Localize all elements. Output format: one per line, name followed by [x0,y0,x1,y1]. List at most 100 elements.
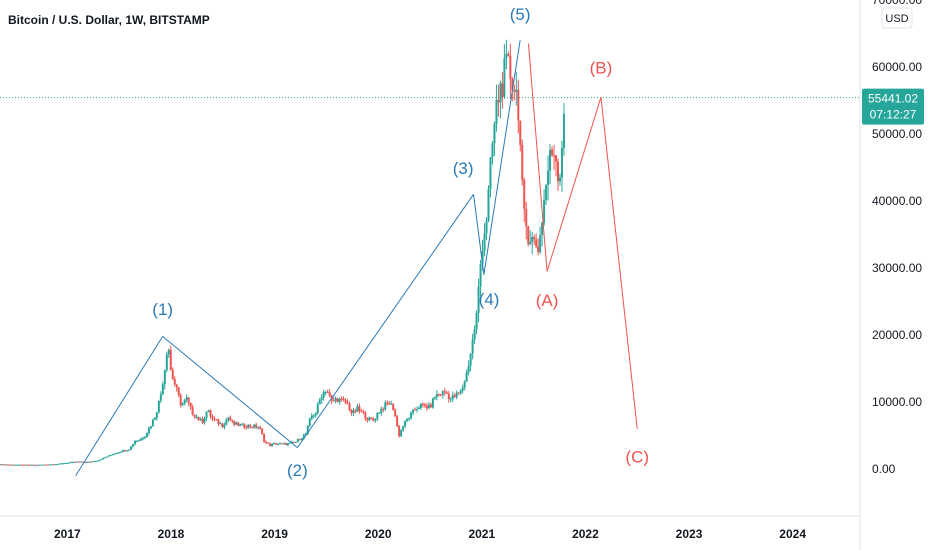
wave-label[interactable]: (4) [479,290,500,309]
candle-body [271,443,274,447]
candle-body [362,411,365,413]
candle-body [300,438,303,441]
candle-body [243,423,246,428]
wave-label[interactable]: (1) [152,300,173,319]
candle-body [253,424,256,428]
candle-body [318,399,321,405]
candle-body [139,438,142,441]
candle-body [16,464,19,466]
candle-body [364,412,367,419]
candle-body [245,427,248,429]
candle-body [562,114,565,148]
candle-body [116,452,119,454]
candle-body [183,399,186,404]
candle-body [259,427,262,429]
candle-body [18,464,21,466]
candle-body [169,349,172,371]
candle-body [261,428,264,435]
wave-label[interactable]: (3) [453,159,474,178]
candle-body [58,463,61,465]
candle-body [130,446,133,450]
candle-body [203,417,206,423]
candle-body [437,393,440,395]
impulse-wave-segment[interactable] [75,336,164,477]
corrective-wave-segment[interactable] [527,43,548,272]
candle-body [533,236,536,240]
wave-label[interactable]: (5) [510,5,531,24]
candle-body [302,435,305,439]
candle-body [503,58,506,97]
currency-button[interactable]: USD [881,7,913,29]
candle-body [463,381,466,388]
candle-body [64,463,67,465]
price-axis[interactable]: 70000.00 60000.00 50000.00 40000.00 30000.00… [872,0,922,476]
candle-body [84,461,87,463]
candle-body [306,425,309,434]
candle-body [2,464,5,466]
candle-body [545,184,548,200]
candle-body [553,155,556,157]
candle-body [378,412,381,414]
candle-body [209,410,212,417]
candle-body [529,241,532,244]
candle-body [388,402,391,405]
candle-body [278,443,281,445]
candle-body [221,423,224,428]
candle-body [189,402,192,408]
candle-body [48,464,51,466]
candle-body [114,453,117,455]
candle-body [336,398,339,403]
candle-body [155,412,158,419]
candle-body [324,391,327,393]
candle-body [320,397,323,400]
candle-body [344,399,347,403]
candle-body [255,424,258,428]
candle-body [312,415,315,417]
candle-body [134,441,137,445]
candle-body [284,443,287,446]
candle-body [199,418,202,420]
candle-body [348,403,351,411]
candle-body [314,413,317,416]
impulse-wave-segment[interactable] [473,194,485,275]
candle-body [32,464,35,466]
candle-body [350,410,353,414]
time-tick-label: 2022 [572,527,599,541]
candle-body [328,392,331,396]
wave-label[interactable]: (A) [536,291,559,310]
candle-body [410,412,413,419]
candle-body [547,170,550,185]
candle-body [6,464,9,466]
candle-body [225,419,228,425]
time-axis[interactable]: 2017 2018 2019 2020 2021 2022 2023 2024 [54,527,806,541]
candle-body [235,422,238,425]
plot-area[interactable]: (1) (2) (3) (4) (5) (A) (B) (C) [0,5,860,480]
candle-body [122,450,125,452]
candle-body [316,404,319,414]
candle-body [56,464,59,466]
candle-body [191,407,194,415]
candle-body [412,409,415,413]
wave-label[interactable]: (B) [590,59,613,78]
candle-body [360,410,363,412]
candle-body [8,464,11,466]
candle-body [124,450,127,452]
wave-label[interactable]: (2) [287,461,308,480]
impulse-wave-segment[interactable] [162,336,298,449]
candle-body [215,419,218,421]
candle-body [382,408,385,410]
candle-body [396,416,399,427]
wave-label[interactable]: (C) [625,447,649,466]
corrective-wave-segment[interactable] [546,97,602,272]
candle-body [539,235,542,253]
candle-body [479,264,482,287]
impulse-wave-segment[interactable] [296,194,474,448]
candle-body [481,251,484,265]
candle-body [136,440,139,442]
candle-body [449,398,452,400]
candle-body [332,400,335,402]
chart-title: Bitcoin / U.S. Dollar, 1W, BITSTAMP [8,13,210,27]
corrective-wave-segment[interactable] [600,97,638,429]
price-tick-label: 40000.00 [872,194,922,208]
impulse-wave-segment[interactable] [483,40,521,275]
